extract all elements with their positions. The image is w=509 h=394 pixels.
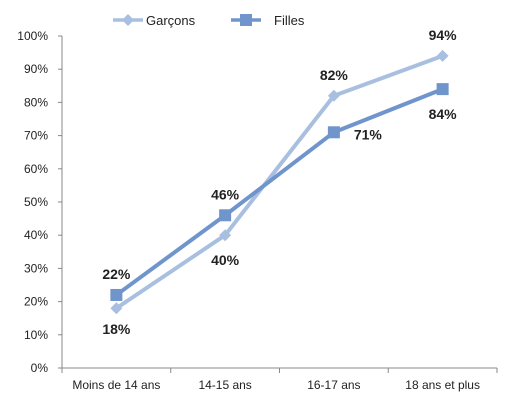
axes bbox=[61, 36, 497, 369]
data-label: 82% bbox=[320, 67, 349, 83]
y-tick-label: 40% bbox=[24, 228, 48, 242]
x-axis-ticks: Moins de 14 ans 14-15 ans 16-17 ans 18 ans … bbox=[61, 368, 498, 392]
y-tick-label: 60% bbox=[24, 162, 48, 176]
x-tick-label: 18 ans et plus bbox=[405, 378, 480, 392]
y-tick-label: 20% bbox=[24, 295, 48, 309]
series-filles bbox=[110, 83, 449, 301]
data-point bbox=[110, 288, 123, 301]
y-tick-label: 80% bbox=[24, 95, 48, 109]
legend-item-garcons: Garçons bbox=[113, 13, 196, 28]
legend: Garçons Filles bbox=[113, 13, 305, 28]
y-axis-ticks: 0% 10% 20% 30% 40% 50% 60% 70% 80% 90% 100% bbox=[17, 29, 62, 375]
y-tick-label: 50% bbox=[24, 195, 48, 209]
data-label: 84% bbox=[429, 106, 458, 122]
data-label: 94% bbox=[429, 27, 458, 43]
data-point bbox=[436, 83, 449, 96]
data-label: 71% bbox=[354, 126, 383, 142]
x-tick-label: Moins de 14 ans bbox=[72, 378, 160, 392]
data-label: 18% bbox=[102, 321, 131, 337]
data-point bbox=[110, 302, 123, 315]
y-tick-label: 90% bbox=[24, 62, 48, 76]
data-labels-layer: 18% 40% 82% 94% 22% 46% 71% 84% bbox=[102, 27, 457, 337]
series-line bbox=[115, 54, 444, 310]
data-point bbox=[219, 229, 232, 242]
data-label: 40% bbox=[211, 252, 240, 268]
y-tick-label: 30% bbox=[24, 261, 48, 275]
data-point bbox=[436, 49, 449, 62]
legend-swatch-marker bbox=[240, 14, 252, 26]
x-tick-label: 14-15 ans bbox=[198, 378, 251, 392]
data-label: 22% bbox=[102, 266, 131, 282]
legend-label: Filles bbox=[274, 13, 305, 28]
y-tick-label: 10% bbox=[24, 328, 48, 342]
y-tick-label: 70% bbox=[24, 129, 48, 143]
y-tick-label: 0% bbox=[31, 361, 49, 375]
series-line bbox=[115, 87, 444, 297]
series-layer bbox=[110, 49, 449, 315]
x-tick-label: 16-17 ans bbox=[307, 378, 360, 392]
y-tick-label: 100% bbox=[17, 29, 48, 43]
series-garcons bbox=[110, 49, 449, 315]
data-point bbox=[219, 209, 232, 222]
data-label: 46% bbox=[211, 186, 240, 202]
legend-item-filles: Filles bbox=[231, 13, 305, 28]
legend-swatch-marker bbox=[122, 14, 134, 26]
legend-label: Garçons bbox=[146, 13, 196, 28]
data-point bbox=[327, 126, 340, 139]
data-point bbox=[327, 89, 340, 102]
